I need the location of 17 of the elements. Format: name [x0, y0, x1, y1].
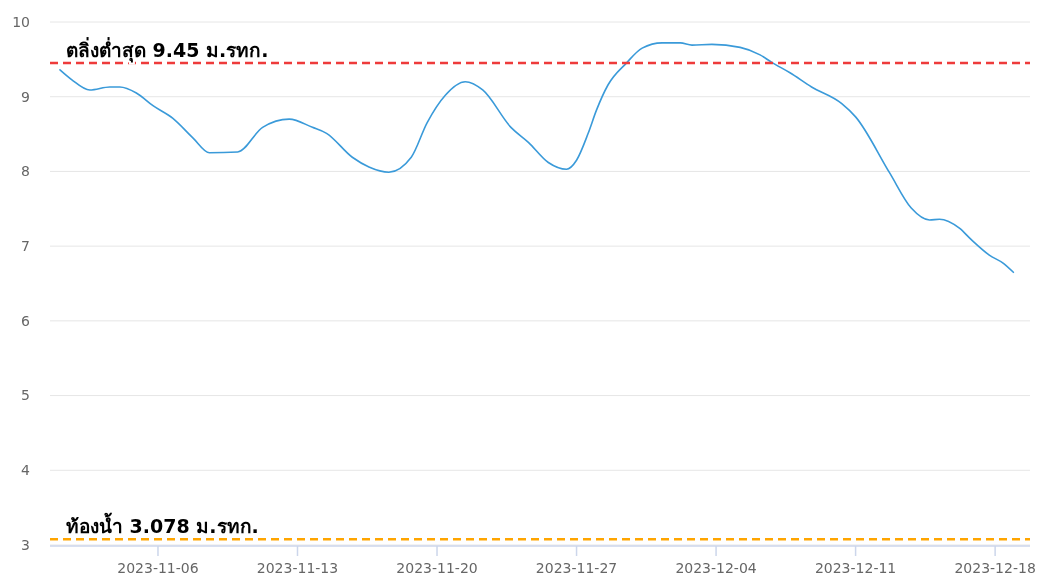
- y-tick-label: 8: [21, 163, 30, 180]
- y-tick-label: 3: [21, 536, 30, 553]
- x-tick-label: 2023-11-13: [256, 560, 339, 576]
- x-tick-label: 2023-11-06: [117, 560, 199, 576]
- ref-line-label: ตลิ่งต่ำสุด 9.45 ม.รทก.: [66, 37, 269, 64]
- x-tick-label: 2023-12-11: [814, 560, 897, 576]
- y-tick-label: 10: [12, 13, 30, 30]
- x-tick-label: 2023-11-27: [535, 560, 618, 576]
- x-tick-label: 2023-12-04: [675, 560, 757, 576]
- y-tick-label: 5: [21, 387, 30, 404]
- y-tick-label: 4: [21, 462, 31, 479]
- y-tick-label: 7: [21, 238, 30, 255]
- x-tick-label: 2023-11-20: [396, 560, 478, 576]
- y-tick-label: 6: [21, 312, 31, 329]
- ref-line-label: ท้องน้ำ 3.078 ม.รทก.: [66, 512, 259, 538]
- y-tick-label: 9: [21, 88, 30, 105]
- x-tick-label: 2023-12-18: [954, 560, 1036, 576]
